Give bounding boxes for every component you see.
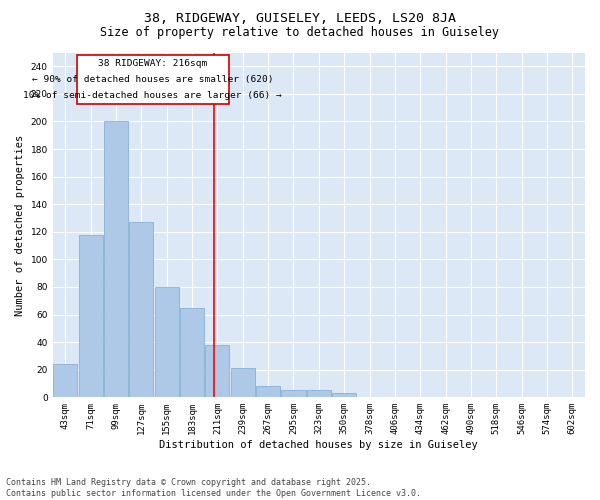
Text: 38, RIDGEWAY, GUISELEY, LEEDS, LS20 8JA: 38, RIDGEWAY, GUISELEY, LEEDS, LS20 8JA (144, 12, 456, 26)
Bar (256, 386, 280, 398)
Bar (281, 390, 305, 398)
Text: 38 RIDGEWAY: 216sqm: 38 RIDGEWAY: 216sqm (98, 59, 208, 68)
Bar (205, 345, 229, 398)
Bar (79, 234, 103, 398)
Bar (231, 368, 255, 398)
Bar (307, 390, 331, 398)
Bar (332, 393, 356, 398)
Text: ← 90% of detached houses are smaller (620): ← 90% of detached houses are smaller (62… (32, 75, 274, 84)
Bar (180, 308, 204, 398)
Text: 10% of semi-detached houses are larger (66) →: 10% of semi-detached houses are larger (… (23, 91, 282, 100)
Bar (104, 122, 128, 398)
Bar (155, 287, 179, 398)
Text: Contains HM Land Registry data © Crown copyright and database right 2025.
Contai: Contains HM Land Registry data © Crown c… (6, 478, 421, 498)
Bar (130, 222, 154, 398)
Y-axis label: Number of detached properties: Number of detached properties (15, 134, 25, 316)
FancyBboxPatch shape (77, 56, 229, 104)
X-axis label: Distribution of detached houses by size in Guiseley: Distribution of detached houses by size … (160, 440, 478, 450)
Text: Size of property relative to detached houses in Guiseley: Size of property relative to detached ho… (101, 26, 499, 39)
Bar (53, 364, 77, 398)
